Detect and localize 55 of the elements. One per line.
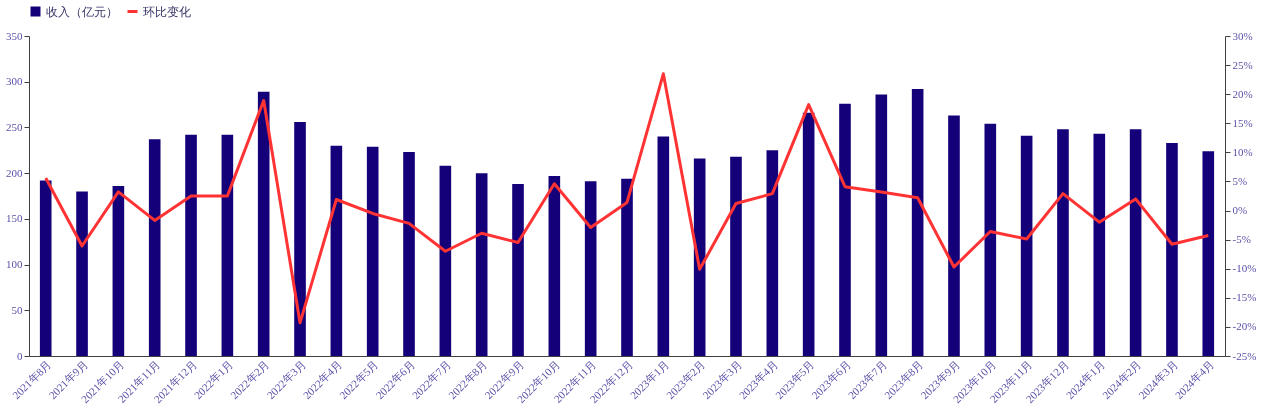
bar (621, 178, 633, 356)
y2-tick-label: 5% (1232, 174, 1248, 187)
y-tick-label: 300 (6, 75, 23, 88)
bar (257, 91, 270, 356)
bar (185, 134, 197, 356)
y-tick-label: 50 (11, 303, 23, 316)
bar (1093, 133, 1106, 356)
y2-tick-label: 0% (1232, 204, 1248, 217)
y2-tick-label: 30% (1232, 29, 1253, 42)
bar (294, 121, 306, 356)
bar (439, 165, 452, 356)
bar (221, 134, 234, 356)
bar (839, 103, 851, 356)
y2-tick-label: -10% (1232, 262, 1257, 275)
bar (548, 175, 561, 356)
line-series (44, 72, 1210, 325)
bar (512, 184, 524, 356)
bar (984, 123, 997, 356)
y-tick-label: 0 (17, 349, 23, 362)
bar (948, 115, 960, 356)
y-tick-label: 150 (6, 212, 23, 225)
bar (366, 146, 379, 356)
y2-tick-label: 20% (1232, 87, 1253, 100)
legend-label: 环比变化 (143, 4, 191, 19)
bar (766, 150, 779, 356)
y2-tick-label: -15% (1232, 291, 1257, 304)
bar (584, 181, 597, 356)
bar (403, 152, 415, 356)
bar (330, 145, 343, 356)
bar (112, 185, 125, 356)
y2-tick-label: 15% (1232, 116, 1253, 129)
bar (911, 89, 924, 356)
y2-tick-label: -25% (1232, 349, 1257, 362)
bar (1166, 142, 1178, 356)
y-tick-label: 250 (6, 120, 23, 133)
y2-tick-label: 25% (1232, 58, 1253, 71)
bar (657, 136, 670, 356)
bar (730, 156, 742, 356)
y-tick-label: 100 (6, 258, 23, 271)
bar (1202, 151, 1215, 356)
y2-tick-label: -5% (1232, 233, 1251, 246)
bar (76, 191, 88, 356)
bar (39, 180, 52, 356)
y-tick-label: 200 (6, 166, 23, 179)
bar (475, 173, 488, 356)
bar (1057, 129, 1069, 356)
bar (875, 94, 888, 356)
bar (1020, 135, 1033, 356)
y-tick-label: 350 (6, 29, 23, 42)
y2-tick-label: -20% (1232, 320, 1257, 333)
bar (802, 112, 815, 356)
legend-label: 收入（亿元） (46, 4, 118, 19)
y2-tick-label: 10% (1232, 145, 1253, 158)
bar (148, 139, 161, 356)
bar (1129, 129, 1142, 356)
